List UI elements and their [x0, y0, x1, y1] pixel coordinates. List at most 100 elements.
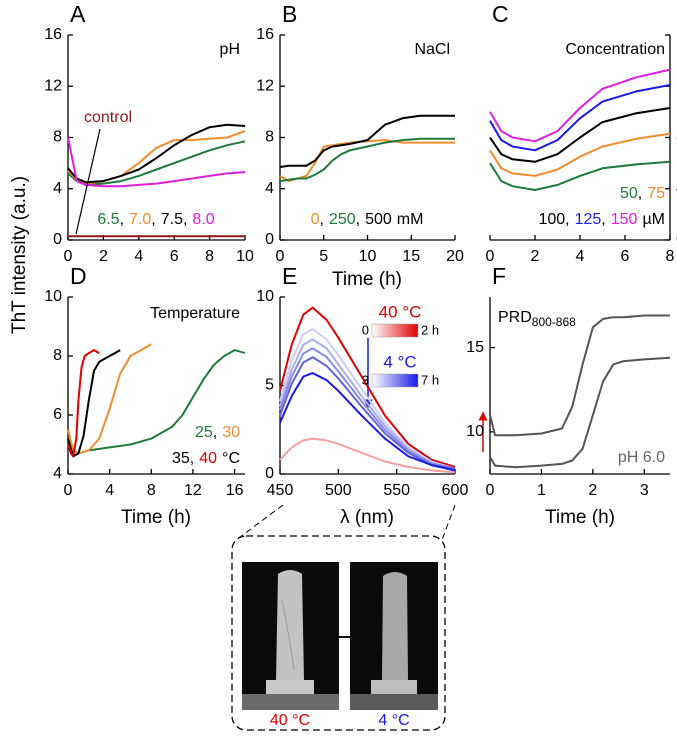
panel: 10 15 0 1 2 3 Time (h) F PRD800-868 pH 6.0 [466, 263, 671, 528]
data-line [67, 349, 246, 458]
guide-line [235, 504, 284, 541]
legend-entry: 150 [611, 211, 638, 228]
y-tick-label: 4 [53, 180, 62, 197]
x-tick-label: 6 [621, 248, 630, 265]
label-subscript: 800-868 [532, 315, 576, 329]
label-text: PRD [498, 309, 532, 326]
x-tick-label: 4 [576, 248, 585, 265]
legend-separator: , [190, 450, 194, 467]
y-tick-label: 5 [265, 377, 274, 394]
colorbar [371, 373, 419, 388]
data-line [489, 132, 671, 177]
panel-letter: D [70, 263, 87, 289]
data-line [279, 356, 456, 470]
y-tick-label: 16 [44, 26, 62, 43]
legend-entry: 125 [575, 211, 602, 228]
photo [350, 562, 438, 710]
legend-unit: °C [222, 450, 240, 467]
colorbar-label: 7 h [421, 372, 439, 387]
x-tick-label: 10 [236, 248, 254, 265]
legend-separator: , [120, 211, 124, 228]
legend-separator: , [319, 211, 323, 228]
data-line [489, 107, 671, 163]
x-tick-label: 2 [588, 482, 597, 499]
annotation: control [84, 109, 132, 126]
guide-line [441, 504, 456, 541]
legend-entry: 7.5 [161, 211, 183, 228]
legend: 100, 125, 150 µM [538, 211, 665, 228]
data-line [489, 160, 671, 191]
colorbar-label: 2 h [421, 322, 439, 337]
legend-separator: , [183, 211, 187, 228]
legend-unit: µM [642, 211, 665, 228]
data-line [489, 84, 671, 152]
x-tick-label: 1 [537, 482, 546, 499]
x-axis-label: Time (h) [545, 507, 615, 528]
x-tick-label: 16 [226, 482, 244, 499]
data-line [489, 356, 671, 469]
colorbar-title: 40 °C [379, 302, 422, 321]
data-line [67, 343, 152, 455]
y-tick-label: 15 [466, 339, 484, 356]
y-tick-label: 10 [466, 423, 484, 440]
annotation: pH 6.0 [618, 449, 665, 466]
y-tick-label: 16 [256, 26, 274, 43]
data-line [279, 338, 456, 470]
x-tick-label: 8 [205, 248, 214, 265]
legend-separator: , [601, 211, 605, 228]
x-tick-label: 6 [170, 248, 179, 265]
legend-separator: , [565, 211, 569, 228]
legend-entry: 40 [199, 450, 217, 467]
colorbar [371, 323, 419, 338]
y-tick-label: 12 [44, 77, 62, 94]
legend: 6.5, 7.0, 7.5, 8.0 [97, 211, 214, 228]
x-tick-label: 0 [64, 248, 73, 265]
photo [242, 562, 339, 710]
panel-label: PRD800-868 [498, 309, 576, 329]
photo-label: 4 °C [378, 712, 409, 729]
colorbar-title: 4 °C [383, 352, 416, 371]
x-tick-label: 5 [319, 248, 328, 265]
legend-entry: 75 [647, 185, 665, 202]
data-line [279, 306, 456, 468]
panel-letter: E [282, 263, 297, 289]
legend-entry: 7.0 [129, 211, 151, 228]
panel-title: pH [220, 41, 240, 58]
x-tick-label: 20 [446, 248, 464, 265]
legend-entry: 500 [365, 211, 392, 228]
legend-entry: 6.5 [97, 211, 119, 228]
x-tick-label: 0 [64, 482, 73, 499]
y-tick-label: 8 [53, 129, 62, 146]
legend-entry: 0 [311, 211, 320, 228]
y-tick-label: 6 [53, 406, 62, 423]
x-tick-label: 3 [640, 482, 649, 499]
data-line [489, 314, 670, 437]
x-axis-label: Time (h) [121, 507, 191, 528]
legend-entry: 35 [172, 450, 190, 467]
y-tick-label: 10 [256, 288, 274, 305]
panel-letter: C [492, 1, 509, 27]
legend-separator: , [356, 211, 360, 228]
data-line [67, 123, 246, 184]
y-tick-label: 8 [53, 347, 62, 364]
legend-entry: 8.0 [192, 211, 214, 228]
legend-separator: , [638, 185, 642, 202]
x-tick-label: 4 [134, 248, 143, 265]
y-tick-label: 0 [265, 231, 274, 248]
data-line [279, 372, 456, 472]
panel-letter: F [492, 263, 506, 289]
legend-entry: 100 [538, 211, 565, 228]
photo-box [231, 535, 446, 731]
panel: 048121602468CConcentration50,75100,125,1… [486, 1, 677, 265]
x-axis-label: λ (nm) [340, 507, 394, 528]
legend: 35, 40 °C [172, 450, 240, 467]
data-line [279, 327, 456, 470]
annotation-line [75, 128, 101, 235]
panel-letter: A [70, 1, 86, 27]
colorbar-label: 3 [362, 372, 369, 387]
panel-title: NaCl [414, 41, 450, 58]
y-tick-label: 4 [265, 180, 274, 197]
panel-title: Concentration [565, 41, 665, 58]
